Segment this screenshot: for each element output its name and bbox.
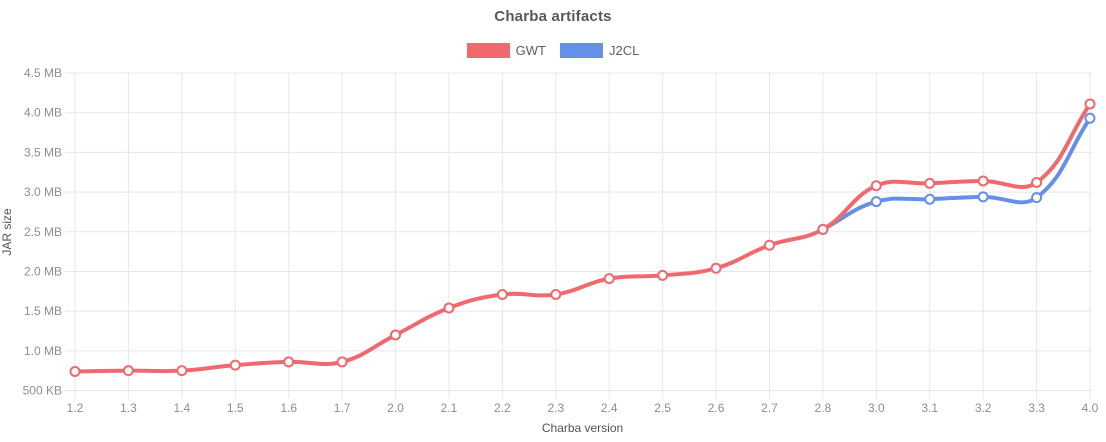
gwt-data-point[interactable] [657,269,669,281]
gwt-data-point[interactable] [550,288,562,300]
x-tick-label: 1.6 [280,401,297,415]
x-tick-label: 4.0 [1082,401,1099,415]
legend-item-gwt[interactable]: GWT [466,43,546,58]
j2cl-line [820,116,1092,232]
gwt-data-point[interactable] [122,365,134,377]
x-tick-label: 1.3 [120,401,137,415]
gwt-data-point[interactable] [69,365,81,377]
legend-label-j2cl: J2CL [608,43,640,58]
gwt-data-point[interactable] [176,365,188,377]
x-tick-label: 2.5 [654,401,671,415]
gwt-data-point[interactable] [763,239,775,251]
gwt-data-point[interactable] [336,356,348,368]
gwt-data-point[interactable] [283,356,295,368]
y-tick-label: 1.5 MB [24,304,62,318]
j2cl-data-point[interactable] [1084,112,1096,124]
y-tick-label: 500 KB [23,384,62,398]
x-tick-label: 3.0 [868,401,885,415]
x-tick-label: 3.1 [921,401,938,415]
y-axis-title: JAR size [0,208,14,256]
y-tick-label: 3.0 MB [24,185,62,199]
gwt-color-swatch [466,43,510,58]
x-tick-label: 1.5 [227,401,244,415]
x-axis-title: Charba version [541,421,624,435]
gwt-data-point[interactable] [924,177,936,189]
x-tick-label: 2.6 [708,401,725,415]
j2cl-color-swatch [559,43,603,58]
y-tick-label: 1.0 MB [24,344,62,358]
gwt-line [73,101,1092,374]
x-tick-label: 2.1 [441,401,458,415]
y-tick-label: 2.0 MB [24,264,62,278]
x-tick-label: 1.2 [67,401,84,415]
gwt-data-point[interactable] [1031,177,1043,189]
x-tick-label: 2.0 [387,401,404,415]
x-tick-label: 3.3 [1028,401,1045,415]
gwt-data-point[interactable] [710,262,722,274]
j2cl-data-point[interactable] [977,191,989,203]
x-tick-label: 2.7 [761,401,778,415]
x-tick-label: 1.4 [173,401,190,415]
x-tick-label: 2.3 [547,401,564,415]
gwt-data-point[interactable] [443,302,455,314]
gwt-data-point[interactable] [870,180,882,192]
j2cl-data-point[interactable] [870,196,882,208]
gwt-data-point[interactable] [603,273,615,285]
j2cl-data-point[interactable] [924,193,936,205]
legend-label-gwt: GWT [515,43,546,58]
gwt-data-point[interactable] [390,329,402,341]
gwt-data-point[interactable] [817,223,829,235]
x-tick-label: 1.7 [334,401,351,415]
legend: GWT J2CL [0,43,1106,58]
j2cl-data-point[interactable] [1031,192,1043,204]
x-tick-label: 2.8 [815,401,832,415]
chart-title: Charba artifacts [494,8,612,25]
y-tick-label: 3.5 MB [24,145,62,159]
gwt-data-point[interactable] [496,288,508,300]
x-tick-label: 3.2 [975,401,992,415]
y-tick-label: 4.0 MB [24,106,62,120]
x-tick-label: 2.2 [494,401,511,415]
y-tick-label: 4.5 MB [24,66,62,80]
x-tick-label: 2.4 [601,401,618,415]
y-tick-label: 2.5 MB [24,225,62,239]
gwt-data-point[interactable] [1084,98,1096,110]
gwt-data-point[interactable] [977,175,989,187]
legend-item-j2cl[interactable]: J2CL [559,43,640,58]
gwt-data-point[interactable] [229,359,241,371]
